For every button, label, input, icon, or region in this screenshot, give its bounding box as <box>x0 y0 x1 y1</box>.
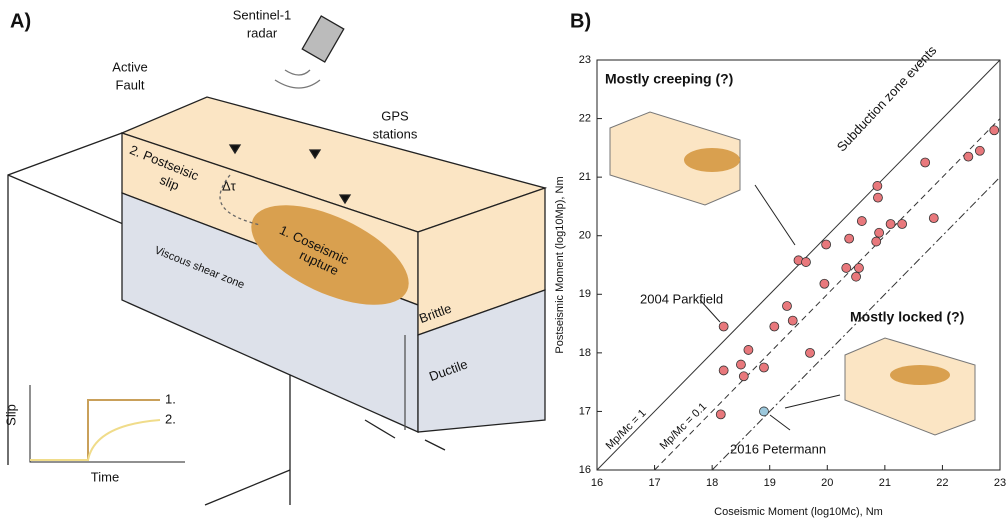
point <box>873 193 882 202</box>
frame <box>205 470 290 505</box>
x-axis-label: Coseismic Moment (log10Mc), Nm <box>714 506 883 518</box>
point <box>736 360 745 369</box>
point <box>990 126 999 135</box>
label: Active <box>112 59 147 74</box>
x-tick-label: 16 <box>591 477 603 489</box>
label: radar <box>247 25 278 40</box>
point <box>759 363 768 372</box>
point <box>716 410 725 419</box>
label: Sentinel-1 <box>233 7 292 22</box>
label: stations <box>373 126 418 141</box>
point <box>857 217 866 226</box>
y-tick-label: 21 <box>579 171 591 183</box>
annotation: Mostly creeping (?) <box>605 71 733 87</box>
label: Slip <box>3 404 18 426</box>
arrow <box>425 440 445 450</box>
x-tick-label: 23 <box>994 477 1006 489</box>
arrow <box>755 185 795 245</box>
point <box>782 302 791 311</box>
point <box>759 407 768 416</box>
label: Fault <box>116 77 145 92</box>
panel-label: A) <box>10 10 31 32</box>
annotation: Mostly locked (?) <box>850 309 964 325</box>
point <box>822 240 831 249</box>
point <box>788 316 797 325</box>
point <box>964 152 973 161</box>
panel-label: B) <box>570 10 591 32</box>
x-tick-label: 18 <box>706 477 718 489</box>
radar-waves <box>275 70 320 88</box>
label: GPS <box>381 108 409 123</box>
arrow <box>785 395 840 408</box>
point <box>872 237 881 246</box>
label: Time <box>91 469 119 484</box>
annotation: Mp/Mc = 0.1 <box>658 401 709 452</box>
point <box>875 228 884 237</box>
inset-rupture <box>890 365 950 385</box>
point <box>820 279 829 288</box>
point <box>806 348 815 357</box>
inset-block <box>845 338 975 435</box>
arrow <box>770 415 790 430</box>
curve-2 <box>30 420 160 460</box>
inset-graph <box>30 385 185 462</box>
point <box>719 366 728 375</box>
point <box>845 234 854 243</box>
y-tick-label: 17 <box>579 405 591 417</box>
y-tick-label: 16 <box>579 464 591 476</box>
x-tick-label: 20 <box>821 477 833 489</box>
annotation: 2004 Parkfield <box>640 291 723 306</box>
figure: A) Sentinel-1 radar Active Fault GPS sta… <box>0 0 1007 523</box>
y-tick-label: 23 <box>579 54 591 66</box>
annotation: 2016 Petermann <box>730 441 826 456</box>
label: 1. <box>165 391 176 406</box>
label: 2. <box>165 411 176 426</box>
y-tick-label: 19 <box>579 288 591 300</box>
point <box>719 322 728 331</box>
y-tick-label: 22 <box>579 112 591 124</box>
point <box>929 214 938 223</box>
curve-1 <box>30 400 160 460</box>
satellite <box>302 16 344 62</box>
point <box>975 146 984 155</box>
annotation: Mp/Mc = 1 <box>604 407 649 452</box>
y-tick-label: 20 <box>579 230 591 242</box>
x-tick-label: 17 <box>648 477 660 489</box>
y-axis-label: Postseismic Moment (log10Mp), Nm <box>554 176 566 353</box>
point <box>852 272 861 281</box>
point <box>801 258 810 267</box>
x-tick-label: 21 <box>879 477 891 489</box>
label: Δτ <box>222 178 237 193</box>
inset-rupture <box>684 148 740 172</box>
x-tick-label: 22 <box>936 477 948 489</box>
point <box>744 345 753 354</box>
inset-blocks <box>610 112 975 435</box>
point <box>842 263 851 272</box>
arrow <box>365 420 395 438</box>
point <box>770 322 779 331</box>
point <box>739 372 748 381</box>
inset-axes <box>30 385 185 462</box>
point <box>854 263 863 272</box>
point <box>886 220 895 229</box>
point <box>921 158 930 167</box>
point <box>898 220 907 229</box>
y-tick-label: 18 <box>579 347 591 359</box>
x-tick-label: 19 <box>764 477 776 489</box>
point <box>873 181 882 190</box>
